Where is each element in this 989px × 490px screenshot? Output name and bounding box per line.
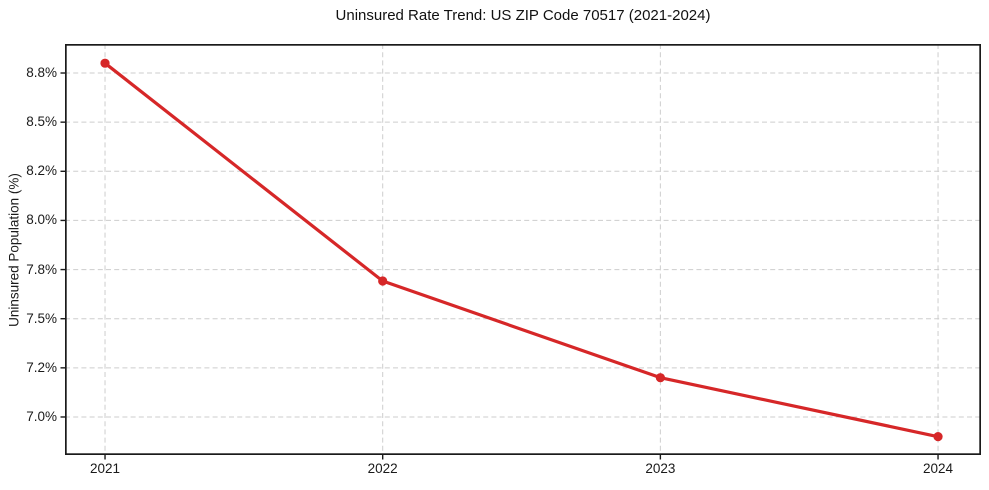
- trend-line: [103, 61, 940, 439]
- y-tick-label: 8.2%: [26, 163, 57, 179]
- x-tick-label: 2021: [89, 461, 121, 476]
- y-axis-title: Uninsured Population (%): [6, 173, 22, 327]
- plot-frame: [65, 44, 981, 455]
- x-tick-label: 2024: [923, 461, 954, 476]
- y-tick-label: 8.0%: [26, 212, 57, 228]
- y-tick-label: 7.0%: [26, 408, 57, 424]
- y-tick-label: 8.8%: [26, 65, 57, 81]
- y-tick-label: 7.5%: [26, 310, 57, 326]
- y-tick-label: 8.5%: [26, 114, 57, 130]
- x-tick-label: 2022: [367, 461, 398, 476]
- data-point-marker: [378, 276, 388, 286]
- y-tick-label: 7.8%: [26, 261, 57, 277]
- data-point-marker: [933, 432, 943, 442]
- data-point-marker: [655, 373, 665, 383]
- chart-title: Uninsured Rate Trend: US ZIP Code 70517 …: [335, 7, 711, 24]
- data-point-marker: [100, 58, 110, 68]
- line-plot-svg: [60, 44, 981, 460]
- x-tick-label: 2023: [645, 461, 676, 476]
- y-tick-label: 7.2%: [26, 359, 57, 375]
